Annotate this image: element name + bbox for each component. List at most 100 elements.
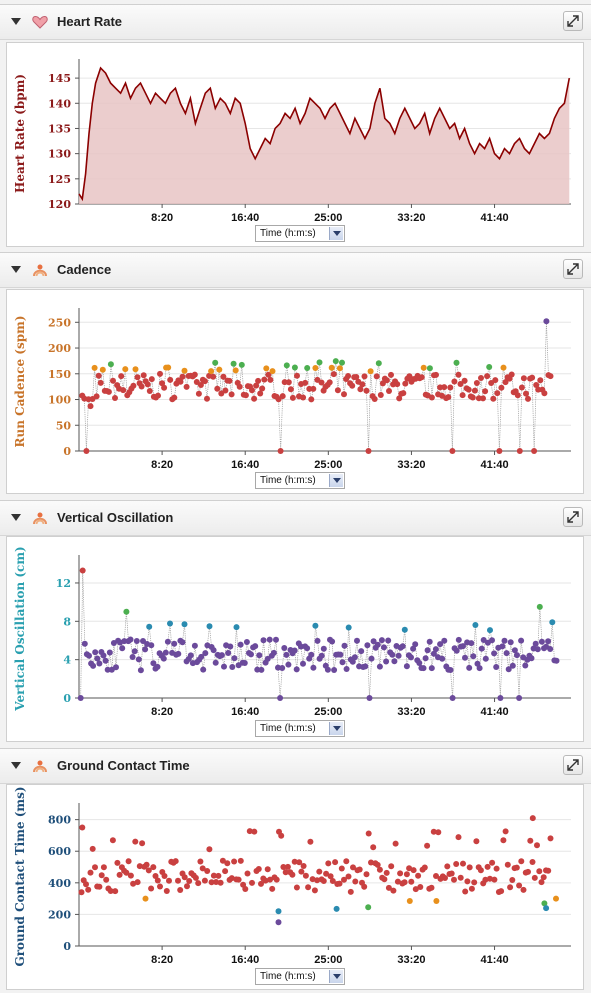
- expand-button[interactable]: [563, 11, 583, 31]
- connector-line: [452, 381, 455, 452]
- connector-line: [549, 622, 553, 650]
- data-point: [167, 376, 174, 383]
- chevron-down-icon: [329, 722, 343, 735]
- data-point: [202, 650, 209, 657]
- data-point: [237, 857, 244, 864]
- connector-line: [510, 642, 514, 666]
- x-axis-select[interactable]: Time (h:m:s): [255, 472, 345, 489]
- data-point: [325, 860, 332, 867]
- data-point: [399, 643, 406, 650]
- connector-line: [218, 369, 222, 394]
- data-point: [482, 655, 489, 662]
- connector-line: [313, 625, 316, 668]
- connector-line: [292, 367, 296, 398]
- expand-button[interactable]: [563, 755, 583, 775]
- data-point: [197, 858, 204, 865]
- connector-line: [368, 371, 371, 452]
- data-point: [518, 384, 525, 391]
- connector-line: [480, 377, 484, 399]
- x-axis-select[interactable]: Time (h:m:s): [255, 968, 345, 985]
- connector-line: [306, 368, 310, 389]
- data-point: [426, 365, 433, 372]
- data-point: [281, 645, 288, 651]
- expand-button[interactable]: [563, 507, 583, 527]
- data-point: [449, 695, 456, 701]
- x-tick-label: 25:00: [314, 706, 342, 718]
- panel-header: Vertical Oscillation: [0, 500, 591, 536]
- connector-line: [240, 644, 244, 663]
- data-point: [139, 840, 146, 847]
- data-point: [465, 386, 472, 393]
- data-point: [215, 872, 222, 879]
- data-point: [472, 622, 479, 628]
- y-tick-label: 400: [48, 877, 71, 890]
- data-point: [87, 403, 94, 410]
- connector-line: [404, 629, 408, 667]
- data-point: [210, 647, 217, 654]
- connector-line: [527, 378, 531, 399]
- connector-line: [296, 375, 300, 397]
- connector-line: [122, 369, 126, 391]
- connector-line: [236, 627, 239, 666]
- collapse-caret-icon[interactable]: [11, 266, 21, 273]
- collapse-caret-icon[interactable]: [11, 762, 21, 769]
- data-point: [106, 649, 113, 656]
- connector-line: [377, 644, 381, 667]
- connector-line: [497, 647, 501, 699]
- y-tick-label: 0: [63, 445, 71, 458]
- data-point: [171, 394, 178, 401]
- connector-line: [396, 645, 399, 656]
- data-point: [177, 887, 184, 893]
- data-point: [284, 863, 291, 870]
- data-point: [339, 659, 346, 666]
- data-point: [103, 876, 110, 883]
- x-axis-select[interactable]: Time (h:m:s): [255, 225, 345, 242]
- data-point: [81, 640, 88, 647]
- connector-line: [551, 622, 555, 661]
- data-point: [381, 876, 388, 883]
- data-point: [298, 868, 305, 875]
- data-point: [150, 660, 157, 667]
- connector-line: [518, 640, 522, 699]
- expand-button[interactable]: [563, 259, 583, 279]
- data-point: [259, 385, 266, 392]
- data-point: [366, 695, 373, 701]
- collapse-caret-icon[interactable]: [11, 18, 21, 25]
- data-point: [408, 878, 415, 885]
- data-point: [316, 359, 323, 366]
- data-point: [77, 695, 84, 701]
- data-point: [148, 376, 155, 383]
- data-point: [289, 871, 296, 878]
- data-point: [78, 889, 85, 896]
- connector-line: [150, 645, 154, 664]
- data-point: [333, 905, 340, 912]
- data-point: [246, 828, 253, 835]
- runner-icon: [33, 512, 47, 525]
- x-tick-label: 8:20: [151, 212, 173, 224]
- connector-line: [495, 647, 499, 668]
- collapse-caret-icon[interactable]: [11, 514, 21, 521]
- data-point: [310, 664, 317, 671]
- data-point: [120, 387, 127, 394]
- data-point: [302, 872, 309, 879]
- data-point: [432, 646, 439, 653]
- data-point: [392, 840, 399, 847]
- data-point: [347, 888, 354, 895]
- connector-line: [429, 368, 433, 398]
- data-point: [378, 637, 385, 644]
- data-point: [468, 885, 475, 892]
- data-point: [484, 863, 491, 870]
- x-tick-label: 16:40: [231, 706, 259, 718]
- connector-line: [167, 623, 171, 642]
- data-point: [461, 377, 468, 384]
- data-point: [364, 642, 371, 649]
- data-point: [187, 652, 194, 659]
- x-axis-select[interactable]: Time (h:m:s): [255, 720, 345, 737]
- data-point: [251, 395, 258, 402]
- data-point: [547, 835, 554, 842]
- connector-line: [140, 640, 144, 671]
- data-point: [401, 879, 408, 886]
- data-point: [135, 656, 142, 663]
- data-point: [494, 390, 501, 397]
- data-point: [453, 359, 460, 366]
